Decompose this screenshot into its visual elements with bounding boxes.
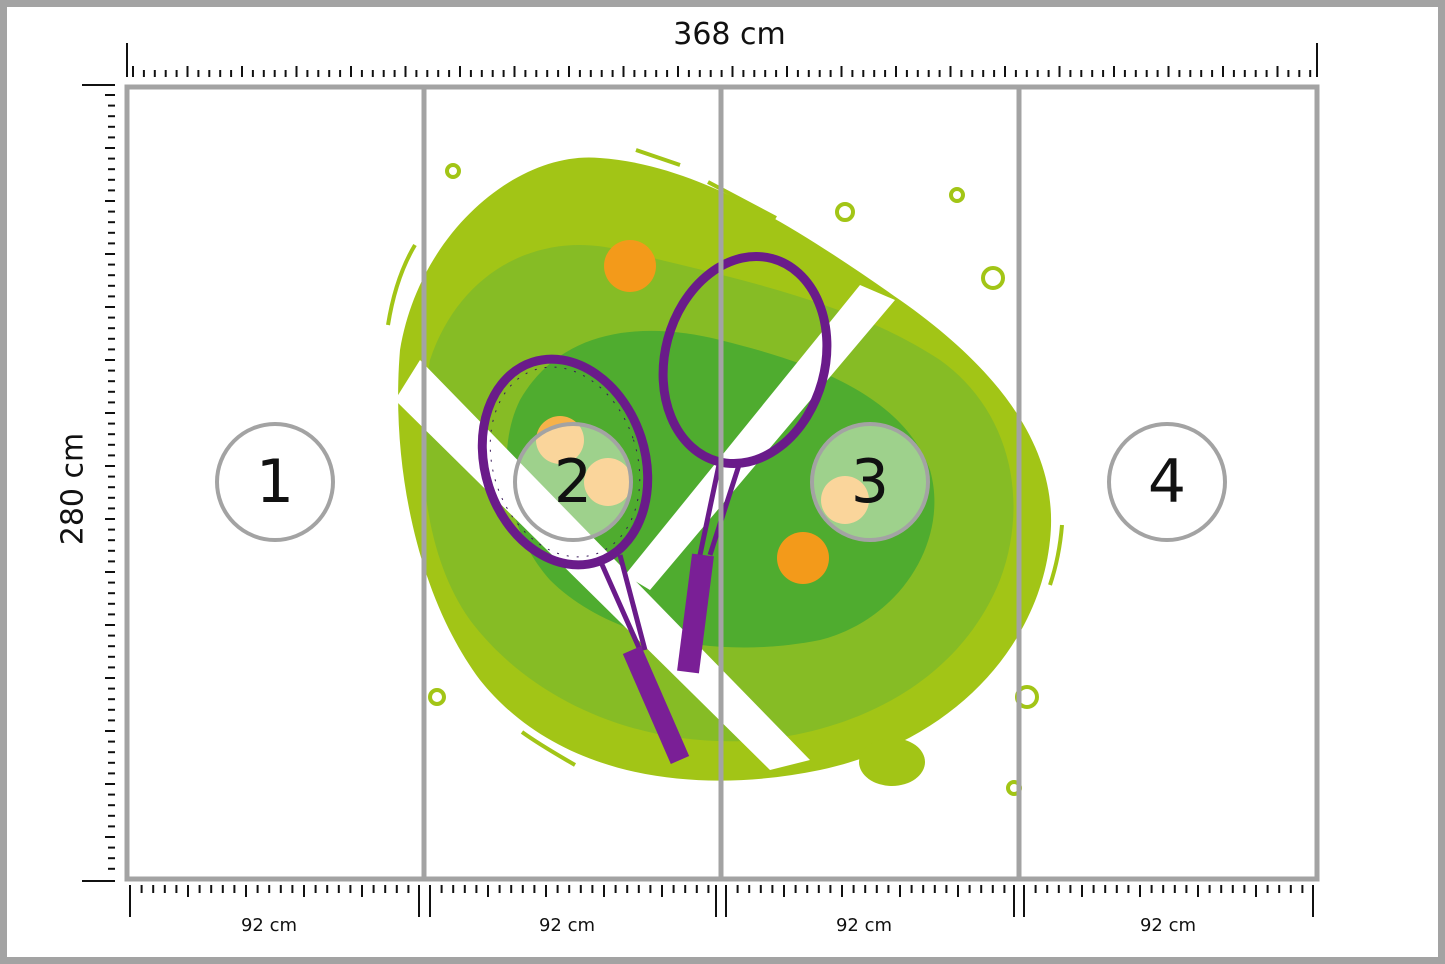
panel-4-width-label: 92 cm [1139, 915, 1197, 936]
panel-number-circles [215, 422, 1227, 542]
panel-3-width-label: 92 cm [835, 915, 893, 936]
panel-3-circle [810, 422, 930, 542]
panel-1-number: 1 [255, 447, 295, 517]
panel-frame [124, 84, 1320, 882]
panel-2-number: 2 [553, 447, 593, 517]
decorative-rings [386, 148, 1064, 796]
tennis-ball [604, 240, 656, 292]
tennis-ball [821, 476, 869, 524]
tennis-ball [584, 458, 632, 506]
total-height-label: 280 cm [55, 432, 91, 546]
panel-4-circle [1107, 422, 1227, 542]
tennis-illustration [386, 148, 1064, 796]
racket-left [477, 354, 690, 764]
panel-2-width-label: 92 cm [538, 915, 596, 936]
racket-right [658, 251, 832, 674]
panel-2-circle [513, 422, 633, 542]
panel-3-number: 3 [850, 447, 890, 517]
tennis-ball [777, 532, 829, 584]
panel-4-number: 4 [1147, 447, 1187, 517]
panel-1-width-label: 92 cm [240, 915, 298, 936]
rulers [82, 43, 1318, 917]
total-width-label: 368 cm [673, 17, 786, 52]
panel-1-circle [215, 422, 335, 542]
green-splash [859, 738, 925, 786]
